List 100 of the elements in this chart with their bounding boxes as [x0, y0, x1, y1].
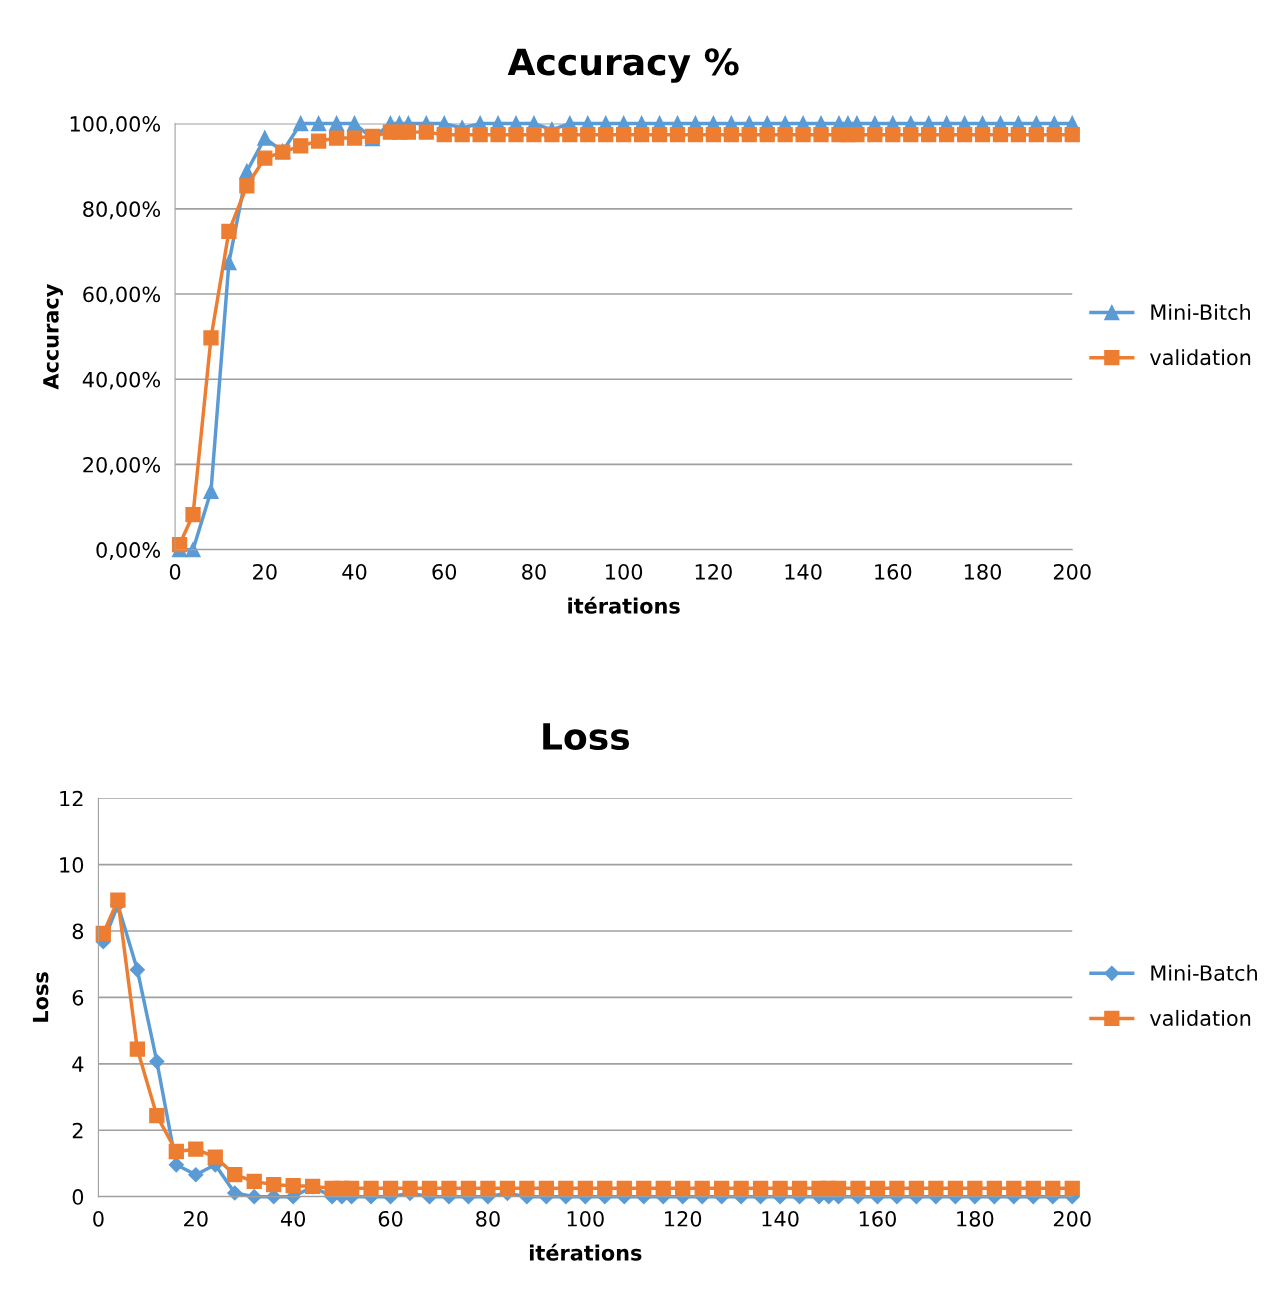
- point: [293, 115, 309, 132]
- x-tick-label: 180: [957, 1210, 994, 1227]
- point: [1006, 1180, 1022, 1196]
- point: [928, 1180, 944, 1196]
- point: [986, 1180, 1002, 1196]
- point: [499, 1180, 516, 1196]
- point: [110, 892, 126, 908]
- point: [239, 178, 255, 194]
- point: [343, 1180, 360, 1196]
- point: [1064, 127, 1080, 143]
- y-tick-label: 0: [72, 1189, 84, 1205]
- point: [636, 1180, 652, 1196]
- point: [460, 1180, 477, 1196]
- point: [577, 1180, 593, 1196]
- point: [908, 1180, 925, 1196]
- point: [669, 127, 686, 143]
- point: [947, 1180, 964, 1196]
- point: [694, 1180, 710, 1196]
- x-axis-title: itérations: [568, 596, 680, 614]
- point: [441, 1180, 457, 1196]
- point: [921, 127, 937, 143]
- point: [346, 130, 363, 146]
- point: [1025, 1180, 1041, 1196]
- point: [705, 127, 722, 143]
- point: [203, 483, 219, 499]
- point: [400, 124, 416, 140]
- point: [616, 127, 632, 143]
- point: [1064, 1180, 1080, 1196]
- legend-label: Mini-Bitch: [1151, 303, 1250, 321]
- point: [867, 127, 883, 143]
- point: [974, 127, 991, 143]
- x-tick-label: 160: [859, 1210, 896, 1227]
- point: [328, 130, 345, 146]
- point: [633, 127, 650, 143]
- point: [221, 223, 237, 240]
- x-tick-label: 100: [606, 563, 643, 580]
- point: [956, 127, 973, 143]
- x-tick-label: 40: [342, 563, 367, 580]
- point: [830, 1180, 847, 1196]
- point: [363, 1180, 379, 1196]
- x-tick-label: 80: [522, 563, 546, 580]
- point: [752, 1180, 769, 1196]
- point: [869, 1180, 886, 1196]
- x-tick-label: 20: [253, 563, 277, 580]
- point: [519, 1180, 535, 1196]
- y-tick-label: 8: [72, 923, 84, 940]
- point: [885, 127, 901, 143]
- y-tick-label: 20,00%: [83, 456, 161, 475]
- x-tick-label: 100: [567, 1210, 604, 1227]
- point: [889, 1180, 905, 1196]
- x-tick-label: 40: [280, 1210, 306, 1227]
- point: [597, 1180, 613, 1196]
- x-tick-label: 140: [785, 563, 822, 580]
- x-tick-label: 180: [964, 563, 1002, 580]
- point: [1028, 127, 1044, 143]
- legend-label: Mini-Batch: [1151, 964, 1257, 981]
- point: [741, 127, 757, 143]
- x-tick-label: 60: [378, 1210, 403, 1227]
- point: [687, 127, 704, 143]
- point: [616, 1180, 632, 1196]
- y-tick-label: 40,00%: [82, 371, 161, 390]
- point: [402, 1180, 418, 1196]
- point: [310, 115, 327, 132]
- y-tick-label: 12: [60, 790, 83, 807]
- point: [777, 127, 793, 143]
- point: [655, 1180, 671, 1196]
- y-tick-label: 4: [72, 1056, 84, 1072]
- legend-label: validation: [1149, 349, 1251, 366]
- point: [490, 127, 506, 143]
- point: [675, 1180, 691, 1196]
- y-tick-label: 80,00%: [83, 201, 161, 220]
- y-tick-label: 6: [72, 989, 84, 1006]
- x-tick-label: 80: [476, 1210, 500, 1227]
- y-axis-title: Loss: [32, 972, 49, 1022]
- point: [562, 127, 578, 143]
- point: [185, 542, 201, 558]
- point: [598, 127, 614, 143]
- point: [418, 124, 434, 140]
- point: [227, 1167, 243, 1183]
- y-tick-label: 60,00%: [83, 286, 161, 305]
- point: [472, 127, 488, 143]
- x-tick-label: 120: [665, 1210, 702, 1227]
- point: [772, 1180, 788, 1196]
- point: [185, 507, 201, 523]
- chart-title: Accuracy %: [507, 48, 739, 83]
- point: [1046, 127, 1062, 143]
- point: [293, 138, 309, 154]
- x-tick-label: 60: [432, 563, 457, 580]
- point: [558, 1180, 574, 1196]
- point: [421, 1180, 438, 1196]
- y-axis-title: Accuracy: [43, 284, 63, 390]
- point: [227, 1185, 243, 1201]
- point: [733, 1180, 749, 1196]
- point: [651, 127, 668, 143]
- point: [95, 925, 111, 941]
- point: [1045, 1180, 1061, 1196]
- point: [246, 1173, 262, 1190]
- point: [480, 1180, 496, 1196]
- point: [526, 127, 542, 143]
- point: [903, 127, 919, 143]
